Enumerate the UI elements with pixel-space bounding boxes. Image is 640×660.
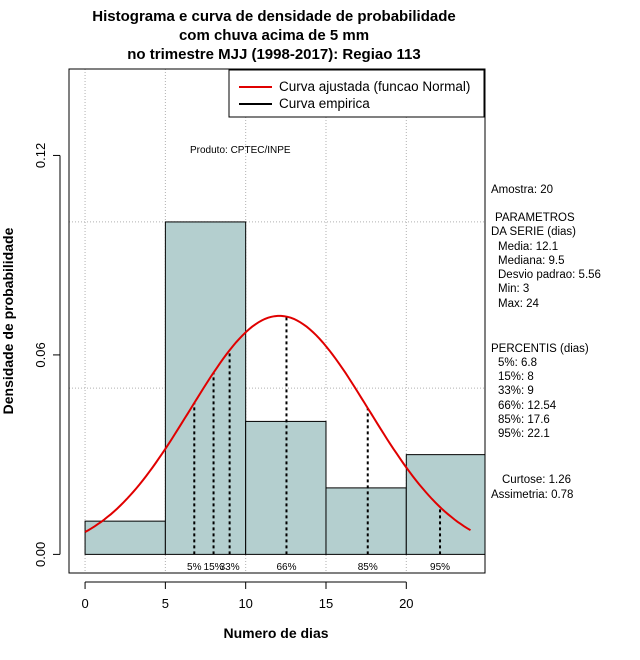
x-tick-label-15: 15 bbox=[319, 596, 333, 611]
legend-box bbox=[228, 69, 485, 118]
x-tick-label-0: 0 bbox=[81, 596, 88, 611]
histogram-bar-4 bbox=[405, 454, 486, 555]
percentile-33: 33%: 9 bbox=[498, 385, 534, 397]
percentile-label-4: 85% bbox=[358, 562, 378, 573]
stat-skewness: Assimetria: 0.78 bbox=[491, 489, 573, 501]
percentile-label-1: 15% bbox=[204, 562, 224, 573]
normal-curve-layer bbox=[84, 314, 472, 533]
percentiles-title: PERCENTIS (dias) bbox=[491, 343, 589, 355]
y-tick-label-1: 0.06 bbox=[33, 342, 48, 367]
stat-median: Mediana: 9.5 bbox=[498, 255, 565, 267]
histogram-bar-3 bbox=[325, 487, 407, 555]
percentile-label-0: 5% bbox=[187, 562, 202, 573]
sample-size: Amostra: 20 bbox=[491, 184, 553, 196]
percentile-label-5: 95% bbox=[430, 562, 450, 573]
legend: Curva ajustada (funcao Normal) Curva emp… bbox=[228, 69, 485, 118]
stat-min: Min: 3 bbox=[498, 283, 529, 295]
x-axis-label: Numero de dias bbox=[223, 625, 328, 641]
y-tick-label-0: 0.00 bbox=[33, 542, 48, 567]
x-axis: 0 5 10 15 20 bbox=[81, 581, 414, 611]
x-tick-label-5: 5 bbox=[162, 596, 169, 611]
percentile-15: 15%: 8 bbox=[498, 371, 534, 383]
x-tick-label-20: 20 bbox=[399, 596, 413, 611]
plot-frame bbox=[68, 68, 486, 574]
statistics-panel: Amostra: 20 PARAMETROS DA SERIE (dias) M… bbox=[491, 184, 601, 501]
legend-label-empirical: Curva empirica bbox=[279, 96, 370, 111]
chart-title-line-1: Histograma e curva de densidade de proba… bbox=[92, 8, 455, 25]
stat-std-dev: Desvio padrao: 5.56 bbox=[498, 269, 601, 281]
percentile-85: 85%: 17.6 bbox=[498, 414, 550, 426]
percentile-95: 95%: 22.1 bbox=[498, 428, 550, 440]
y-axis-label: Densidade de probabilidade bbox=[0, 227, 16, 414]
y-tick-label-2: 0.12 bbox=[33, 143, 48, 168]
stat-mean: Media: 12.1 bbox=[498, 241, 558, 253]
params-title-1: PARAMETROS bbox=[495, 212, 575, 224]
legend-label-fitted: Curva ajustada (funcao Normal) bbox=[279, 79, 470, 94]
chart-title-line-3: no trimestre MJJ (1998-2017): Regiao 113 bbox=[127, 46, 420, 63]
histogram-bar-1 bbox=[164, 221, 247, 555]
stat-max: Max: 24 bbox=[498, 298, 540, 310]
percentile-label-3: 66% bbox=[276, 562, 296, 573]
chart-title-line-2: com chuva acima de 5 mm bbox=[179, 27, 369, 44]
percentile-label-2: 33% bbox=[220, 562, 240, 573]
normal-fit-curve bbox=[84, 314, 472, 533]
percentile-5: 5%: 6.8 bbox=[498, 357, 537, 369]
percentile-66: 66%: 12.54 bbox=[498, 400, 557, 412]
percentile-lines bbox=[193, 316, 442, 555]
product-annotation: Produto: CPTEC/INPE bbox=[190, 145, 291, 156]
x-tick-label-10: 10 bbox=[238, 596, 252, 611]
y-axis: 0.00 0.06 0.12 bbox=[33, 143, 61, 567]
percentile-labels: 5% 15%33% 66% 85% 95% bbox=[187, 562, 450, 573]
params-title-2: DA SERIE (dias) bbox=[491, 226, 576, 238]
stat-kurtosis: Curtose: 1.26 bbox=[502, 474, 571, 486]
histogram-bar-0 bbox=[84, 520, 166, 555]
